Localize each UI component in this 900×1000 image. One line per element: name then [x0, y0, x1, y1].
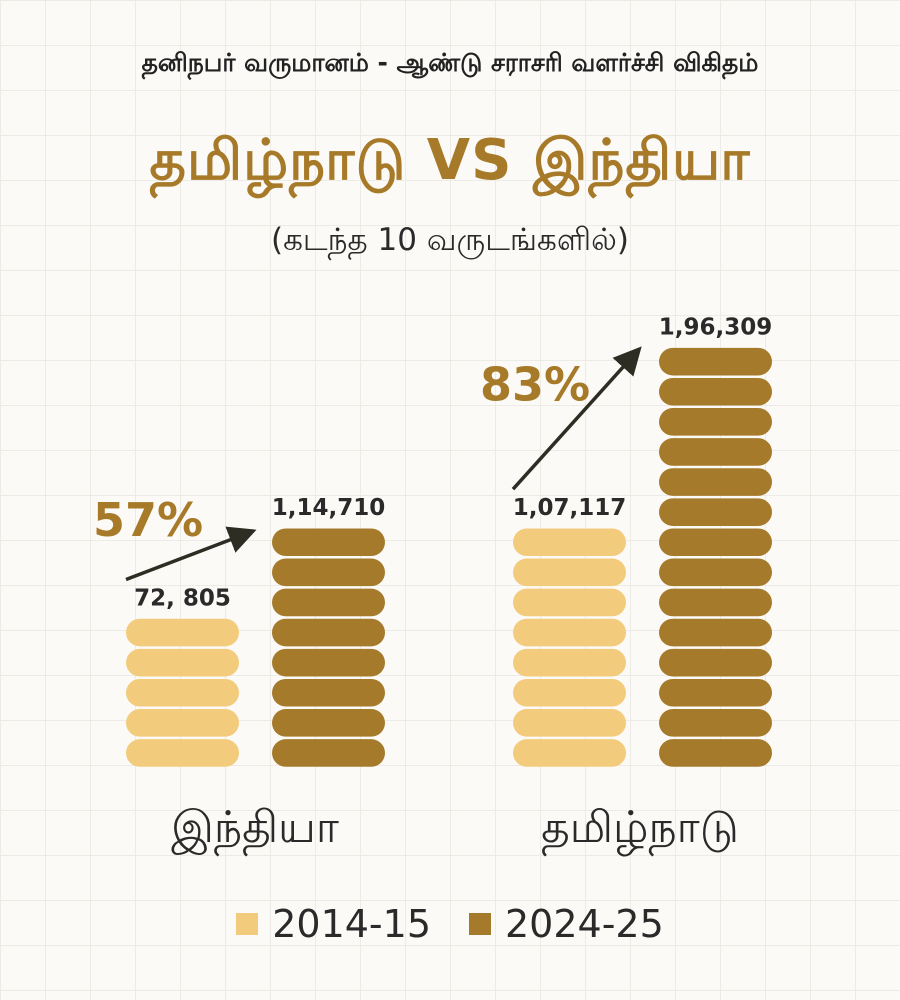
category-label: இந்தியா — [171, 802, 339, 857]
value-label: 1,07,117 — [513, 495, 627, 521]
bar-segment — [659, 528, 772, 557]
bar-segment — [513, 739, 626, 767]
bar-segment — [272, 739, 385, 767]
value-label: 72, 805 — [134, 586, 231, 612]
bar-segment — [272, 709, 385, 737]
growth-percent-label: 83% — [480, 357, 590, 411]
growth-arrow — [125, 526, 257, 582]
chart-title: தமிழ்நாடு VS இந்தியா — [149, 128, 751, 193]
bar-segment — [272, 618, 385, 647]
legend-label-2024-25: 2024-25 — [505, 902, 664, 946]
bar-segment — [272, 678, 385, 707]
value-label: 1,96,309 — [659, 315, 773, 341]
bar-segment — [659, 347, 772, 376]
chart-subtitle: தனிநபர் வருமானம் - ஆண்டு சராசரி வளர்ச்சி… — [141, 48, 759, 77]
category-label: தமிழ்நாடு — [541, 802, 739, 857]
bar-segment — [659, 498, 772, 526]
bar-segment — [126, 709, 239, 737]
bar-segment — [659, 618, 772, 647]
legend-swatch-dark — [469, 913, 491, 935]
bar-segment — [513, 558, 626, 587]
growth-arrow — [511, 346, 642, 491]
bar-segment — [659, 739, 772, 767]
bar-segment — [126, 678, 239, 707]
bar-segment — [513, 709, 626, 737]
growth-percent-label: 57% — [93, 493, 203, 547]
legend-label-2014-15: 2014-15 — [272, 902, 431, 946]
bar-segment — [659, 678, 772, 707]
chart-note: (கடந்த 10 வருடங்களில்) — [271, 222, 629, 258]
bar-segment — [659, 408, 772, 436]
value-label: 1,14,710 — [272, 495, 386, 521]
bar-segment — [513, 588, 626, 617]
bar-segment — [513, 618, 626, 647]
bar-segment — [272, 558, 385, 587]
bar-segment — [513, 648, 626, 677]
legend-item-2024-25: 2024-25 — [469, 902, 664, 946]
bar-segment — [659, 438, 772, 466]
bar-segment — [126, 739, 239, 767]
bar-segment — [659, 709, 772, 737]
bar-segment — [126, 618, 239, 647]
bar-segment — [272, 648, 385, 677]
bar-segment — [126, 648, 239, 677]
chart-legend: 2014-15 2024-25 — [0, 902, 900, 946]
bar-segment — [659, 377, 772, 406]
bar-segment — [659, 468, 772, 496]
bar-segment — [513, 528, 626, 557]
legend-swatch-light — [236, 913, 259, 935]
bar-segment — [272, 528, 385, 557]
bar-segment — [659, 588, 772, 617]
bar-segment — [659, 558, 772, 587]
bar-segment — [272, 588, 385, 617]
legend-item-2014-15: 2014-15 — [236, 902, 431, 946]
bar-segment — [513, 678, 626, 707]
bar-segment — [659, 648, 772, 677]
